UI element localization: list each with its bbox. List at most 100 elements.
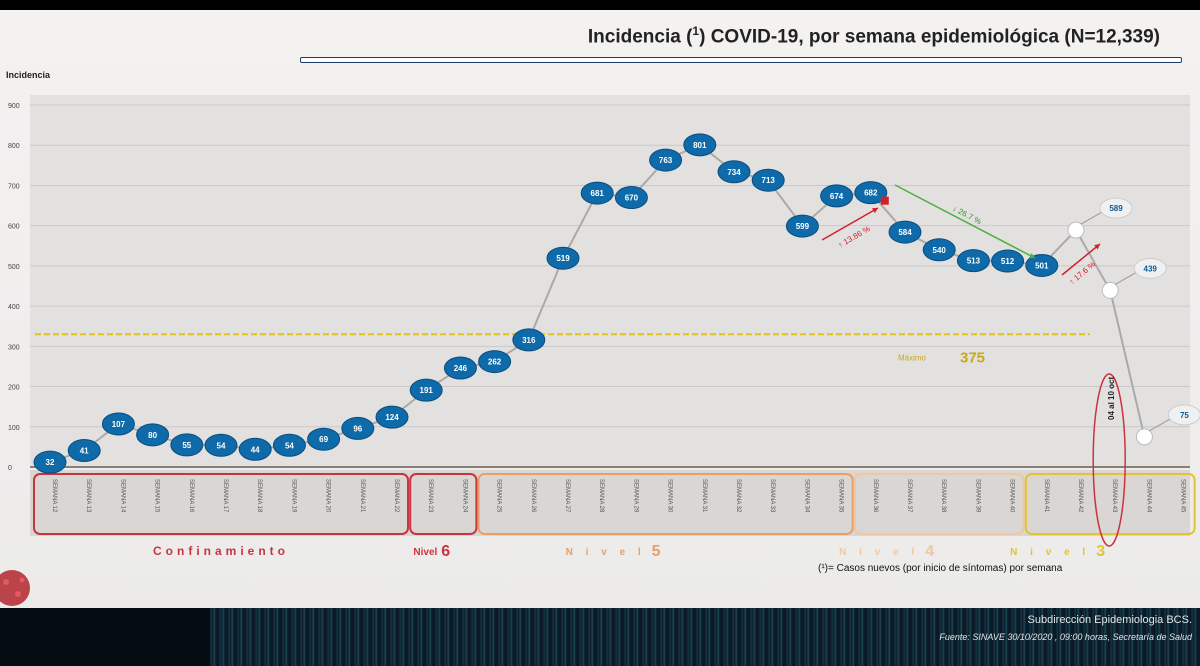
data-point [785,214,819,238]
data-point [478,350,512,374]
data-label: 512 [1001,257,1015,266]
data-label: 589 [1109,204,1123,213]
x-tick-label: SEMANA 30 [667,479,673,513]
x-tick-label: SEMANA 31 [701,479,707,513]
data-label: 44 [251,445,260,454]
x-tick-label: SEMANA 32 [735,479,741,513]
group-level-label: Nivel [413,547,437,558]
data-point [67,439,101,463]
x-tick-label: SEMANA 25 [496,479,502,513]
x-tick-label: SEMANA 14 [119,479,125,513]
data-label: 501 [1035,261,1049,270]
down-arrow-head [1029,253,1035,259]
down-arrow [894,184,1036,259]
threshold-value: 375 [960,349,985,366]
data-label: 519 [556,254,570,263]
x-tick-label: SEMANA 33 [769,479,775,513]
up-arrow-2-head [1094,244,1100,250]
data-point [683,133,717,157]
x-tick-label: SEMANA 40 [1009,479,1015,513]
data-label: 96 [353,424,362,433]
data-label: 584 [898,228,912,237]
group-box [1024,473,1196,535]
data-label: 670 [625,194,639,203]
data-label: 599 [796,222,810,231]
data-label: 124 [385,413,399,422]
data-label: 55 [182,441,191,450]
group-level-label: N i v e l [566,547,646,558]
data-point [922,238,956,262]
x-tick-label: SEMANA 13 [85,479,91,513]
data-label: 682 [864,189,878,198]
data-point [375,405,409,429]
threshold-label: Máximo [898,353,927,362]
x-tick-label: SEMANA 22 [393,479,399,513]
footer-dark-block [0,608,210,666]
data-point [1135,428,1153,446]
up-arrow [821,207,879,241]
x-tick-label: SEMANA 37 [906,479,912,513]
x-tick-label: SEMANA 20 [325,479,331,513]
up-arrow-2 [1061,243,1101,276]
group-level-label: N i v e l [1010,547,1090,558]
group-box [409,473,478,535]
data-label-bubble [1099,197,1133,219]
x-tick-label: SEMANA 16 [188,479,194,513]
x-tick-label: SEMANA 26 [530,479,536,513]
data-label: 713 [762,176,776,185]
data-label: 246 [454,364,468,373]
data-point [1025,253,1059,277]
x-tick-label: SEMANA 29 [632,479,638,513]
y-tick-label: 700 [8,183,20,190]
footnote: (¹)= Casos nuevos (por inicio de síntoma… [818,563,1063,574]
x-tick-label: SEMANA 34 [803,479,809,513]
data-point [101,412,135,436]
y-tick-label: 300 [8,344,20,351]
group-box [477,473,854,535]
group-label: Confinamiento [153,544,289,558]
x-tick-label: SEMANA 23 [427,479,433,513]
x-tick-label: SEMANA 15 [154,479,160,513]
footer-bar: Subdirección Epidemiologia BCS. Fuente: … [0,608,1200,666]
data-point [614,186,648,210]
y-tick-label: 600 [8,224,20,231]
data-point [33,450,67,474]
data-point [204,433,238,457]
y-tick-label: 500 [8,264,20,271]
data-point [512,328,546,352]
data-point [136,423,170,447]
data-point [546,246,580,270]
x-tick-label: SEMANA 42 [1077,479,1083,513]
data-point [854,181,888,205]
footer-organization: Subdirección Epidemiologia BCS. [1027,614,1192,626]
data-label: 513 [967,257,981,266]
x-tick-label: SEMANA 21 [359,479,365,513]
group-level-label: N i v e l [839,547,919,558]
data-point [649,148,683,172]
x-tick-label: SEMANA 17 [222,479,228,513]
x-tick-label: SEMANA 43 [1111,479,1117,513]
data-point [751,168,785,192]
group-level-number: 6 [441,543,450,560]
group-level-number: 3 [1096,543,1105,560]
data-label: 54 [217,441,226,450]
y-tick-label: 0 [8,465,12,472]
data-label-leader [1080,211,1103,225]
x-tick-label: SEMANA 27 [564,479,570,513]
data-label: 32 [46,458,55,467]
up-arrow-head [872,208,878,214]
x-tick-label: SEMANA 41 [1043,479,1049,513]
title-underline [300,57,1182,63]
y-tick-label: 200 [8,385,20,392]
data-point [272,433,306,457]
data-point [341,416,375,440]
y-tick-label: 900 [8,103,20,110]
x-tick-label: SEMANA 35 [838,479,844,513]
x-tick-label: SEMANA 12 [51,479,57,513]
group-level-number: 4 [925,543,934,560]
data-label: 734 [727,168,741,177]
data-label: 763 [659,156,673,165]
data-point [956,249,990,273]
x-tick-label: SEMANA 45 [1180,479,1186,513]
virus-icon [0,570,30,606]
